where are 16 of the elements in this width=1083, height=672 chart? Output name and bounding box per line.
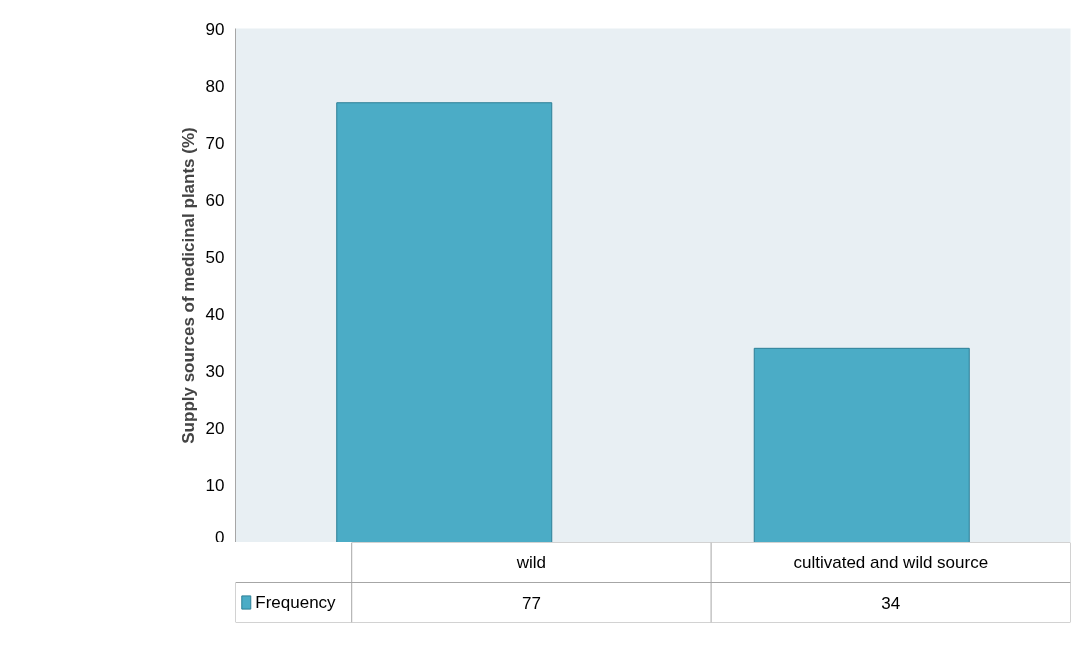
y-tick-label: 70: [205, 133, 225, 153]
y-tick-label: 0: [215, 527, 225, 547]
y-tick-label: 40: [205, 305, 225, 325]
y-tick-label: 90: [205, 19, 225, 39]
y-tick-label: 50: [205, 247, 225, 267]
y-tick-label: 60: [205, 190, 225, 210]
legend-label: Frequency: [255, 593, 337, 612]
y-axis-title: Supply sources of medicinal plants (%): [178, 127, 198, 444]
y-tick-label: 30: [205, 362, 225, 382]
y-tick-label: 80: [205, 76, 225, 96]
data-label: 77: [521, 593, 541, 613]
x-tick-label: wild: [515, 553, 547, 572]
data-label: 34: [881, 593, 901, 613]
x-tick-label: cultivated and wild source: [793, 553, 989, 572]
y-tick-label: 20: [205, 419, 225, 439]
y-tick-label: 10: [205, 476, 225, 496]
